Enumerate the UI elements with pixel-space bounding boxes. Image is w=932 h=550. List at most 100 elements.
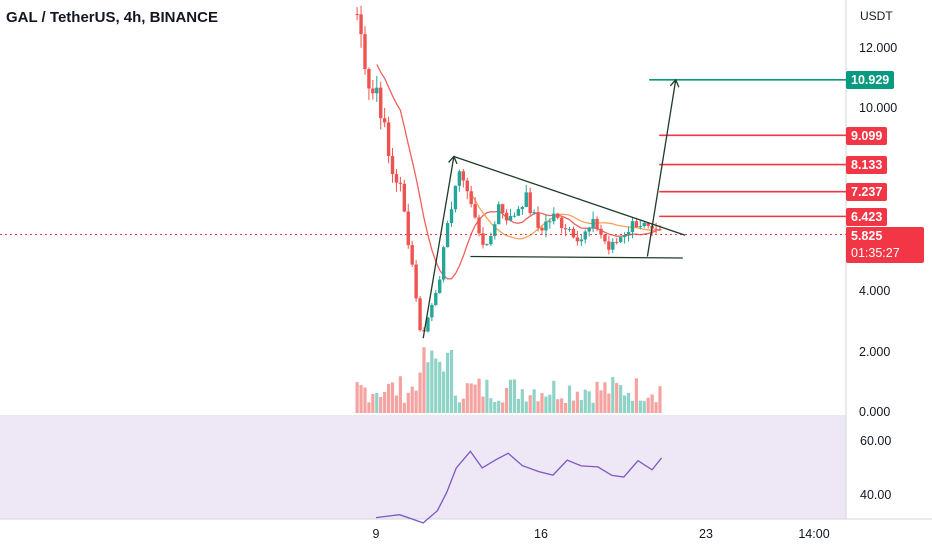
volume-bar <box>599 390 603 413</box>
volume-bar <box>367 402 371 413</box>
symbol-title[interactable]: GAL / TetherUS, 4h, BINANCE <box>6 9 218 26</box>
volume-bar <box>379 396 383 413</box>
candle-body <box>595 218 599 229</box>
volume-bar <box>548 394 552 413</box>
volume-bar <box>363 387 367 413</box>
candle-body <box>386 122 391 157</box>
time-tick-1400: 14:00 <box>798 527 830 541</box>
volume-bar <box>544 396 548 413</box>
candle-body <box>615 241 619 243</box>
candle-body <box>563 228 568 230</box>
price-tick-12: 12.000 <box>859 41 898 55</box>
candle-body <box>469 191 473 205</box>
candle-body <box>465 180 469 192</box>
volume-bar <box>512 379 517 413</box>
candle-body <box>414 264 418 299</box>
price-tick-0: 0.000 <box>859 405 891 419</box>
candle-body <box>630 221 635 233</box>
candle-body <box>382 118 387 123</box>
candle-body <box>618 237 623 242</box>
candle-body <box>485 244 489 246</box>
volume-bar <box>567 385 572 413</box>
volume-bar <box>646 397 650 413</box>
volume-bar <box>445 352 450 413</box>
candle-body <box>379 87 383 119</box>
candle-body <box>430 305 434 318</box>
candle-body <box>418 298 422 331</box>
volume-bar <box>579 399 583 413</box>
volume-bar <box>453 395 458 413</box>
time-tick-23: 23 <box>699 527 713 541</box>
candle-body <box>591 218 595 228</box>
candle-body <box>489 236 493 245</box>
volume-bar <box>516 398 520 413</box>
bar-countdown: 01:35:27 <box>851 246 900 260</box>
candle-body <box>441 247 446 280</box>
volume-bar <box>650 394 654 413</box>
volume-bar <box>422 347 426 413</box>
candle-body <box>532 212 536 214</box>
candle-body <box>567 228 572 230</box>
volume-bar <box>520 389 524 413</box>
volume-bar <box>571 400 576 413</box>
volume-bar <box>473 384 477 413</box>
volume-bar <box>528 395 532 413</box>
projection-arrow <box>646 79 677 257</box>
volume-bar <box>418 372 422 413</box>
rsi-tick-60: 60.00 <box>860 434 892 448</box>
volume-bar <box>504 387 509 413</box>
candle-body <box>445 223 450 248</box>
currency-label: USDT <box>860 9 893 23</box>
candle-body <box>473 204 477 218</box>
volume-bar <box>426 362 430 413</box>
candle-body <box>461 171 466 181</box>
candle-body <box>500 204 505 213</box>
volume-bar <box>457 402 461 413</box>
candle-body <box>524 192 528 208</box>
volume-bar <box>654 402 658 413</box>
candle-body <box>658 229 662 231</box>
candle-body <box>548 221 552 223</box>
volume-bar <box>371 393 375 413</box>
projection-arrow-arrow <box>669 78 680 88</box>
candle-body <box>375 87 379 94</box>
rsi-tick-40: 40.00 <box>860 488 892 502</box>
candle-body <box>406 211 410 246</box>
target-tag-9099: 9.099 <box>846 127 888 145</box>
candle-body <box>481 233 485 245</box>
volume-bar <box>587 391 591 413</box>
volume-bar <box>638 400 642 413</box>
flag-pole-arrow-arrow <box>448 155 458 165</box>
candle-body <box>559 217 564 229</box>
volume-bar <box>406 392 410 413</box>
price-tick-10: 10.000 <box>859 101 898 115</box>
volume-bar <box>607 393 611 413</box>
candle-body <box>599 228 603 235</box>
candle-body <box>587 227 591 232</box>
volume-bar <box>434 358 438 413</box>
candle-body <box>508 215 513 221</box>
volume-bar <box>524 401 528 413</box>
candle-body <box>504 212 509 221</box>
price-tick-4: 4.000 <box>859 284 891 298</box>
flag-pole-arrow <box>422 156 455 339</box>
candle-body <box>477 217 481 234</box>
volume-bar <box>615 382 619 413</box>
candle-body <box>638 226 643 228</box>
candle-body <box>556 213 560 218</box>
candle-body <box>540 227 544 231</box>
candle-body <box>544 221 548 231</box>
candle-body <box>493 224 497 237</box>
candle-body <box>575 237 580 242</box>
candle-body <box>371 88 375 94</box>
candle-body <box>497 204 501 225</box>
volume-bar <box>402 402 406 413</box>
time-tick-9: 9 <box>372 527 380 541</box>
volume-bar <box>626 392 631 413</box>
volume-bar <box>595 381 599 413</box>
volume-bar <box>438 361 442 413</box>
candle-body <box>394 174 399 183</box>
candle-body <box>359 14 363 35</box>
